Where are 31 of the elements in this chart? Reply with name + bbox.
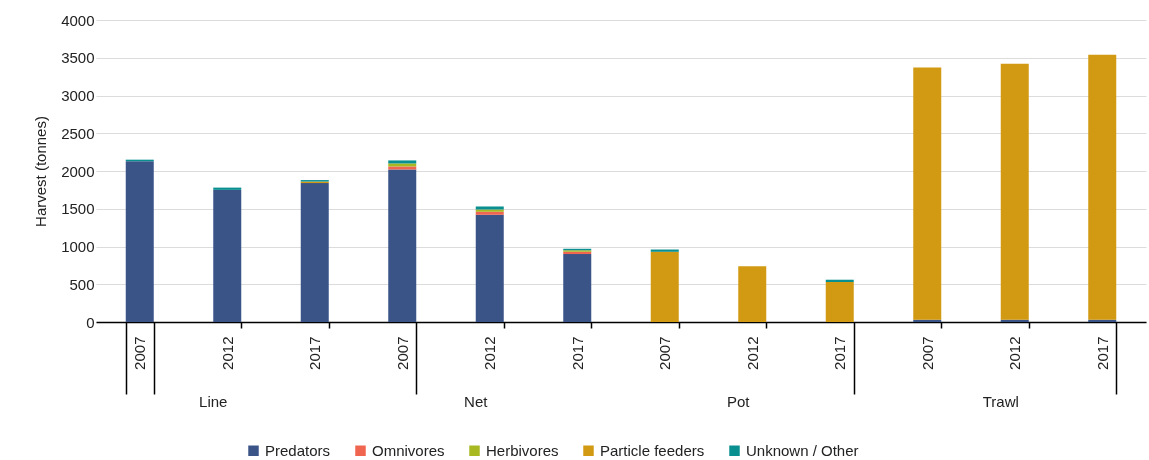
legend-label: Omnivores — [372, 441, 445, 459]
y-tick-label: 1500 — [61, 200, 95, 218]
y-axis-title: Harvest (tonnes) — [32, 116, 50, 227]
y-tick-label: 500 — [69, 275, 95, 293]
y-tick-label: 2500 — [61, 124, 95, 142]
legend-label: Particle feeders — [600, 441, 705, 459]
x-tick-label: 2007 — [131, 336, 149, 370]
y-tick-label: 3500 — [61, 49, 95, 67]
text: Pot — [726, 393, 751, 410]
x-tick-label: 2017 — [306, 336, 324, 370]
x-tick-label: 2012 — [481, 336, 499, 370]
y-tick-label: 3000 — [61, 87, 95, 104]
x-tick-label: 2012 — [1006, 336, 1024, 370]
legend-label: Unknown / Other — [746, 441, 859, 459]
y-tick-label: 0 — [86, 313, 95, 331]
x-tick-label: 2007 — [656, 336, 674, 370]
x-tick-label: 2017 — [568, 336, 586, 370]
text: Trawl — [982, 393, 1019, 410]
y-tick-label: 1000 — [61, 238, 95, 255]
legend-label: Herbivores — [486, 441, 559, 459]
text: Line — [199, 393, 228, 410]
y-tick-label: 2000 — [61, 162, 95, 180]
x-tick-label: 2017 — [831, 336, 849, 370]
text: Net — [464, 393, 489, 410]
x-tick-label: 2007 — [918, 336, 936, 370]
x-tick-label: 2017 — [1093, 336, 1111, 370]
y-tick-label: 4000 — [61, 11, 95, 29]
legend-label: Predators — [265, 441, 331, 459]
x-tick-label: 2007 — [393, 336, 411, 370]
x-tick-label: 2012 — [743, 336, 761, 370]
x-tick-label: 2012 — [218, 336, 236, 370]
